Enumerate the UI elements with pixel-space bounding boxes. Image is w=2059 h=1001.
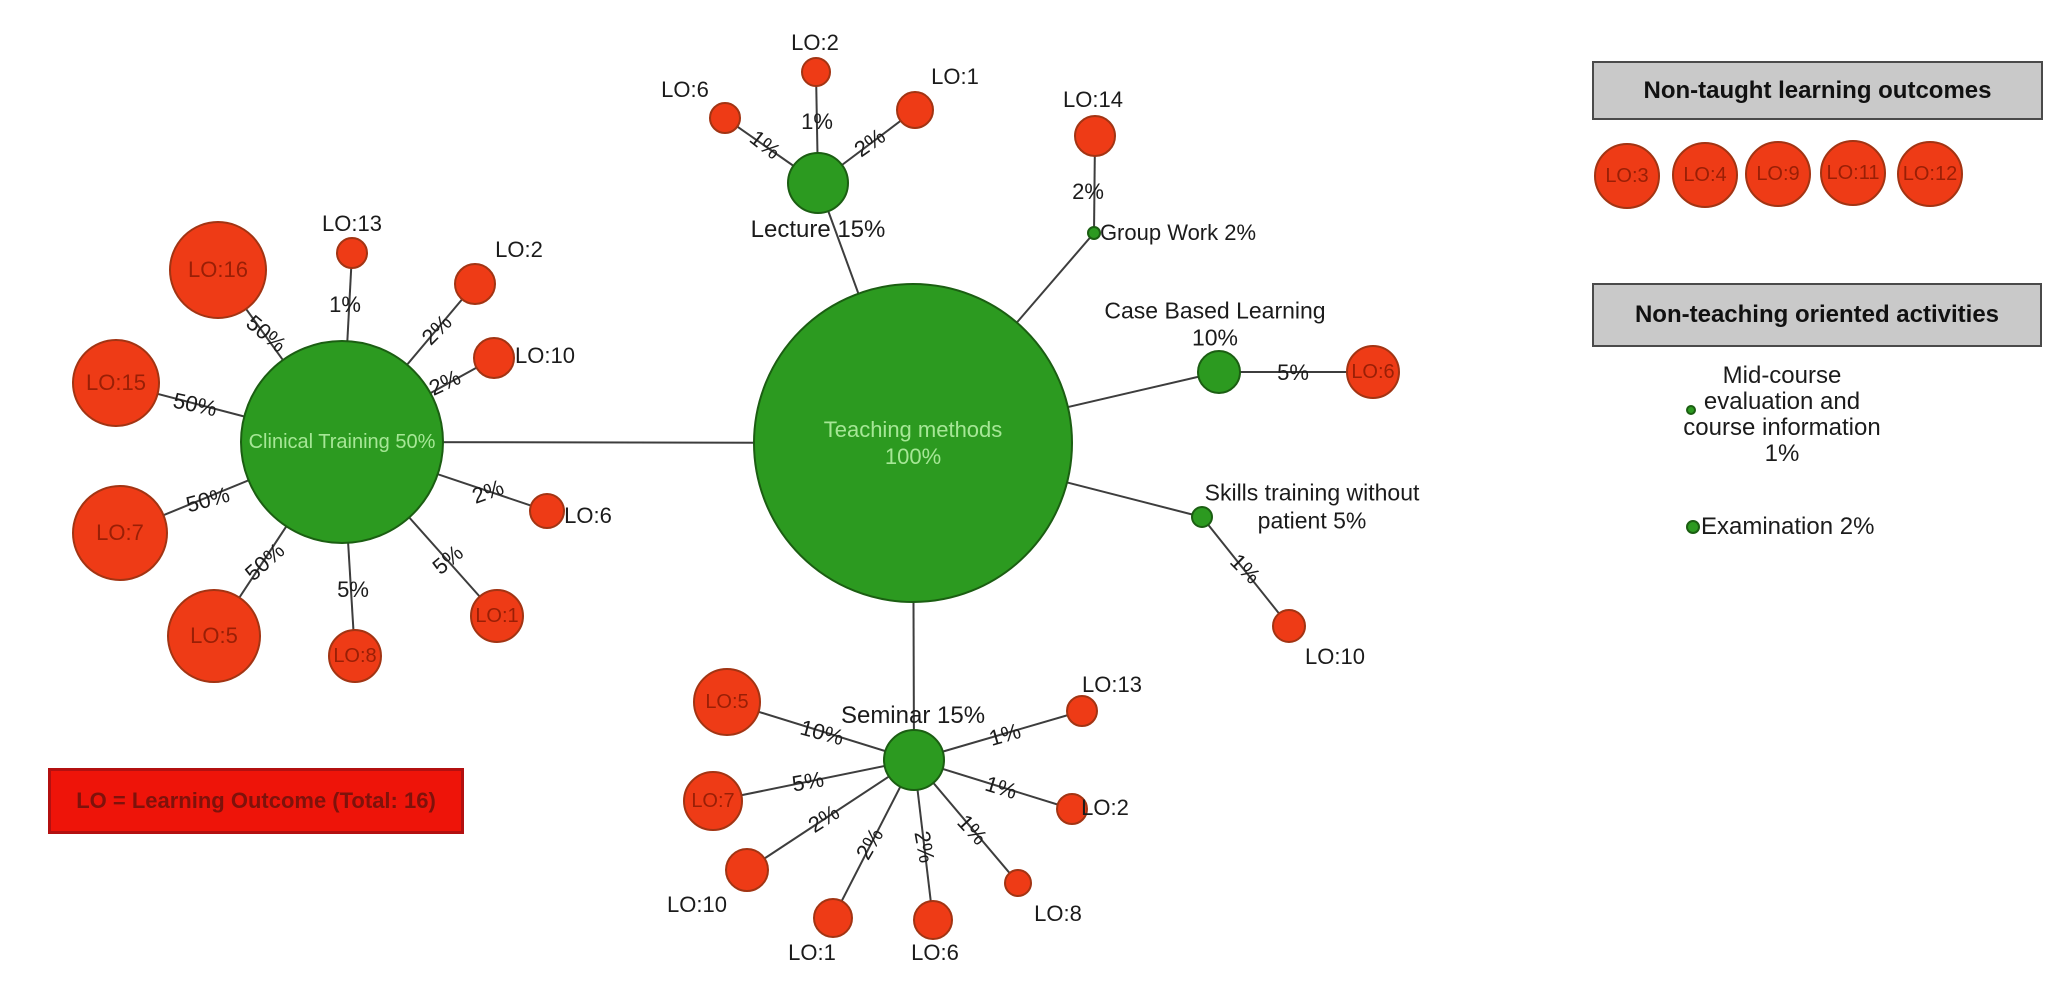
node-lo14-groupwork (1074, 115, 1116, 157)
node-group-work-dot (1087, 226, 1101, 240)
node-label: LO:11 (1826, 161, 1880, 184)
node-lo1-lecture (896, 91, 934, 129)
diagram-label: 2% (909, 829, 940, 865)
node-lo7-seminar: LO:7 (683, 771, 743, 831)
diagram-label: LO:1 (788, 940, 836, 965)
legend-non-teaching-box: Non-teaching oriented activities (1592, 283, 2042, 347)
node-label: Clinical Training 50% (248, 430, 436, 453)
edge (712, 759, 915, 802)
node-teaching-methods: Teaching methods 100% (753, 283, 1073, 603)
legend-non-taught-title: Non-taught learning outcomes (1643, 76, 1992, 104)
mid-course-line: Mid-course (1722, 362, 1842, 389)
diagram-label: LO:10 (1305, 644, 1365, 669)
diagram-label: LO:2 (1081, 795, 1129, 820)
diagram-label: LO:13 (1082, 672, 1142, 697)
node-label: LO:7 (691, 789, 735, 812)
diagram-label: LO:14 (1063, 87, 1123, 112)
node-label: LO:5 (705, 690, 749, 713)
edge (1201, 516, 1290, 627)
node-label: LO:5 (190, 623, 238, 649)
diagram-label: LO:10 (667, 892, 727, 917)
node-label: LO:12 (1902, 162, 1958, 185)
node-lo4-legend: LO:4 (1672, 142, 1738, 208)
examination-label: Examination 2% (1701, 513, 1875, 540)
diagram-label: LO:6 (564, 503, 612, 528)
diagram-label: 1% (329, 292, 361, 317)
diagram-label: Lecture 15% (750, 216, 886, 243)
diagram-label: 5% (337, 577, 369, 602)
note-box-label: LO = Learning Outcome (Total: 16) (76, 788, 436, 813)
node-label: LO:4 (1683, 163, 1727, 186)
diagram-label: 5% (790, 766, 826, 797)
legend-non-taught-box: Non-taught learning outcomes (1592, 61, 2043, 120)
node-lecture (787, 152, 849, 214)
diagram-label: LO:8 (1034, 901, 1082, 926)
diagram-label: LO:2 (791, 30, 839, 55)
node-lo13-clinical (336, 237, 368, 269)
node-label: LO:16 (188, 257, 248, 283)
node-lo12-legend: LO:12 (1897, 141, 1963, 207)
node-label: LO:9 (1756, 162, 1800, 185)
node-lo5-seminar: LO:5 (693, 668, 761, 736)
node-lo2-lecture (801, 57, 831, 87)
node-clinical-training: Clinical Training 50% (240, 340, 444, 544)
node-lo10-seminar (725, 848, 769, 892)
node-lo8-clinical: LO:8 (328, 629, 382, 683)
node-seminar (883, 729, 945, 791)
diagram-label: 1% (801, 109, 833, 134)
diagram-label: LO:2 (495, 237, 543, 262)
node-label: LO:1 (475, 604, 519, 627)
diagram-label: 10% (1191, 324, 1239, 351)
diagram-label: Skills training without (1204, 479, 1420, 506)
diagram-label: LO:6 (911, 940, 959, 965)
node-lo5-clinical: LO:5 (167, 589, 261, 683)
node-lo1-seminar (813, 898, 853, 938)
diagram-label: LO:1 (931, 64, 979, 89)
node-skills-training-dot (1191, 506, 1213, 528)
node-examination-dot (1686, 520, 1700, 534)
node-lo6-seminar (913, 900, 953, 940)
node-lo1-clinical: LO:1 (470, 589, 524, 643)
node-lo8-seminar (1004, 869, 1032, 897)
diagram-label: Seminar 15% (840, 702, 986, 729)
mid-course-line: course information (1683, 414, 1881, 441)
edge (746, 759, 915, 871)
node-lo6-lecture (709, 102, 741, 134)
legend-non-teaching-title: Non-teaching oriented activities (1634, 301, 2000, 328)
node-label: LO:7 (96, 520, 144, 546)
diagram-label: 2% (1072, 179, 1104, 204)
mid-course-line: 1% (1764, 440, 1800, 467)
diagram-label: 5% (1277, 360, 1309, 385)
node-label: LO:6 (1351, 360, 1395, 383)
note-box: LO = Learning Outcome (Total: 16) (48, 768, 464, 834)
node-lo16-clinical: LO:16 (169, 221, 267, 319)
mid-course-line: evaluation and (1703, 388, 1861, 415)
node-lo3-legend: LO:3 (1594, 143, 1660, 209)
node-lo2-clinical (454, 263, 496, 305)
node-lo7-clinical: LO:7 (72, 485, 168, 581)
diagram-label: LO:6 (661, 77, 709, 102)
node-label: Teaching methods 100% (823, 416, 1003, 470)
node-lo6-cbl: LO:6 (1346, 345, 1400, 399)
node-lo2-seminar (1056, 793, 1088, 825)
diagram-label: LO:13 (322, 211, 382, 236)
node-label: LO:8 (333, 644, 377, 667)
diagram-label: patient 5% (1257, 507, 1367, 534)
mid-course-item: Mid-course evaluation and course informa… (1683, 363, 1880, 467)
node-lo10-skills (1272, 609, 1306, 643)
node-label: LO:3 (1605, 164, 1649, 187)
node-label: LO:15 (86, 370, 146, 396)
diagram-label: Group Work 2% (1099, 220, 1257, 245)
node-lo9-legend: LO:9 (1745, 141, 1811, 207)
node-mid-course-dot (1686, 405, 1696, 415)
node-lo15-clinical: LO:15 (72, 339, 160, 427)
node-case-based-learning (1197, 350, 1241, 394)
node-lo13-seminar (1066, 695, 1098, 727)
diagram-label: LO:10 (515, 343, 575, 368)
node-lo11-legend: LO:11 (1820, 140, 1886, 206)
diagram-label: Case Based Learning (1104, 297, 1326, 324)
node-lo6-clinical (529, 493, 565, 529)
node-lo10-clinical (473, 337, 515, 379)
